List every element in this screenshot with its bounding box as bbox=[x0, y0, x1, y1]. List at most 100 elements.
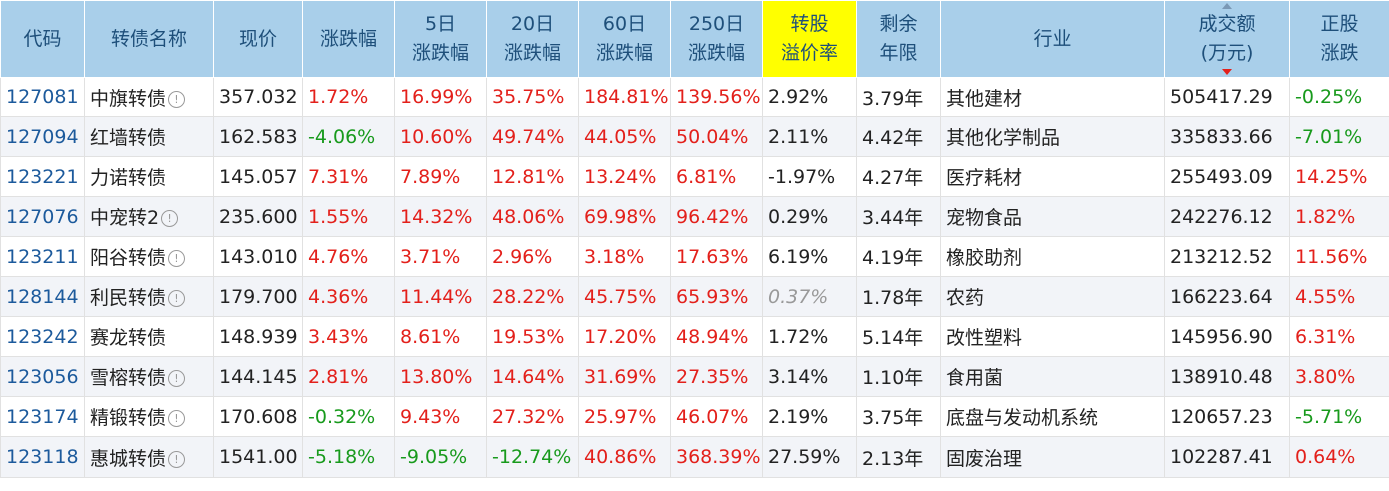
cell-code[interactable]: 127076 bbox=[0, 196, 85, 237]
cell-chg5: 8.61% bbox=[394, 316, 487, 357]
table-row[interactable]: 128144 利民转债! 179.700 4.36% 11.44% 28.22% 45.75… bbox=[0, 276, 1389, 317]
cell-chg60: 184.81% bbox=[578, 77, 671, 117]
column-header-chg20[interactable]: 20日 涨跌幅 bbox=[486, 0, 579, 78]
column-header-chg60[interactable]: 60日 涨跌幅 bbox=[578, 0, 671, 78]
bond-name-link[interactable]: 惠城转债 bbox=[90, 447, 167, 470]
cell-volume: 166223.64 bbox=[1164, 276, 1290, 317]
info-icon[interactable]: ! bbox=[161, 210, 179, 227]
bond-name-link[interactable]: 力诺转债 bbox=[90, 167, 167, 189]
cell-name[interactable]: 赛龙转债 bbox=[84, 316, 214, 357]
column-header-volume[interactable]: 成交额 (万元) bbox=[1164, 0, 1290, 78]
cell-code[interactable]: 128144 bbox=[0, 276, 85, 317]
cell-code[interactable]: 123211 bbox=[0, 236, 85, 277]
cell-chg: 4.76% bbox=[302, 236, 395, 277]
cell-value: 120657.23 bbox=[1170, 405, 1273, 428]
table-row[interactable]: 127081 中旗转债! 357.032 1.72% 16.99% 35.75% 184.8… bbox=[0, 77, 1389, 117]
cell-value: 35.75% bbox=[492, 86, 565, 108]
cell-value: 162.583 bbox=[219, 125, 298, 148]
table-row[interactable]: 123056 雪榕转债! 144.145 2.81% 13.80% 14.64% 31.69… bbox=[0, 356, 1389, 397]
cell-chg5: 3.71% bbox=[394, 236, 487, 277]
cell-value: 0.37% bbox=[768, 285, 829, 308]
cell-value: -4.06% bbox=[308, 125, 376, 148]
column-header-years[interactable]: 剩余 年限 bbox=[856, 0, 941, 78]
cell-value: 14.64% bbox=[492, 365, 565, 388]
cell-chg250: 27.35% bbox=[670, 356, 763, 397]
column-header-stock_chg[interactable]: 正股 涨跌 bbox=[1289, 0, 1389, 78]
bond-code-link[interactable]: 127094 bbox=[6, 125, 79, 148]
cell-chg60: 45.75% bbox=[578, 276, 671, 317]
cell-code[interactable]: 123242 bbox=[0, 316, 85, 357]
bond-name-link[interactable]: 中旗转债 bbox=[90, 87, 167, 110]
cell-name[interactable]: 力诺转债 bbox=[84, 156, 214, 197]
info-icon[interactable]: ! bbox=[168, 290, 186, 307]
column-header-label: 60日 涨跌幅 bbox=[595, 13, 653, 64]
bond-code-link[interactable]: 123056 bbox=[6, 365, 79, 388]
column-header-code[interactable]: 代码 bbox=[0, 0, 85, 78]
cell-code[interactable]: 123118 bbox=[0, 436, 85, 478]
bond-name-link[interactable]: 赛龙转债 bbox=[90, 327, 167, 349]
cell-chg250: 50.04% bbox=[670, 116, 763, 157]
cell-name[interactable]: 阳谷转债! bbox=[84, 236, 214, 277]
table-row[interactable]: 127094 红墙转债 162.583 -4.06% 10.60% 49.74% 44.05… bbox=[0, 116, 1389, 157]
bond-name-link[interactable]: 中宠转2 bbox=[90, 207, 160, 229]
table-row[interactable]: 123242 赛龙转债 148.939 3.43% 8.61% 19.53% 17.20% 4… bbox=[0, 316, 1389, 357]
info-icon[interactable]: ! bbox=[168, 410, 186, 427]
cell-value: 3.75年 bbox=[862, 407, 924, 429]
cell-value: 4.27年 bbox=[862, 167, 924, 189]
table-row[interactable]: 123174 精锻转债! 170.608 -0.32% 9.43% 27.32% 25.97… bbox=[0, 396, 1389, 437]
bond-name-link[interactable]: 雪榕转债 bbox=[90, 367, 167, 389]
cell-value: 255493.09 bbox=[1170, 165, 1273, 188]
column-header-premium[interactable]: 转股 溢价率 bbox=[762, 0, 857, 78]
bond-code-link[interactable]: 127076 bbox=[6, 205, 79, 228]
cell-name[interactable]: 雪榕转债! bbox=[84, 356, 214, 397]
bond-code-link[interactable]: 123242 bbox=[6, 325, 79, 348]
bond-name-link[interactable]: 利民转债 bbox=[90, 287, 167, 309]
cell-stock_chg: -5.71% bbox=[1289, 396, 1389, 437]
bond-code-link[interactable]: 128144 bbox=[6, 285, 79, 308]
info-icon[interactable]: ! bbox=[168, 450, 186, 468]
cell-chg5: 7.89% bbox=[394, 156, 487, 197]
cell-name[interactable]: 中旗转债! bbox=[84, 77, 214, 117]
column-header-chg5[interactable]: 5日 涨跌幅 bbox=[394, 0, 487, 78]
cell-code[interactable]: 127094 bbox=[0, 116, 85, 157]
info-icon[interactable]: ! bbox=[168, 250, 186, 267]
bond-name-link[interactable]: 阳谷转债 bbox=[90, 247, 167, 269]
cell-chg60: 13.24% bbox=[578, 156, 671, 197]
column-header-name[interactable]: 转债名称 bbox=[84, 0, 214, 78]
cell-code[interactable]: 123221 bbox=[0, 156, 85, 197]
column-header-chg[interactable]: 涨跌幅 bbox=[302, 0, 395, 78]
bond-name-link[interactable]: 精锻转债 bbox=[90, 407, 167, 429]
table-row[interactable]: 123221 力诺转债 145.057 7.31% 7.89% 12.81% 13.24% 6… bbox=[0, 156, 1389, 197]
cell-value: 底盘与发动机系统 bbox=[946, 407, 1099, 429]
cell-value: 145956.90 bbox=[1170, 325, 1273, 348]
cell-chg5: 14.32% bbox=[394, 196, 487, 237]
cell-value: 2.13年 bbox=[862, 447, 924, 470]
cell-code[interactable]: 123056 bbox=[0, 356, 85, 397]
cell-name[interactable]: 精锻转债! bbox=[84, 396, 214, 437]
table-row[interactable]: 123211 阳谷转债! 143.010 4.76% 3.71% 2.96% 3.18% 17… bbox=[0, 236, 1389, 277]
sort-descending-icon[interactable] bbox=[1222, 69, 1232, 75]
cell-name[interactable]: 利民转债! bbox=[84, 276, 214, 317]
cell-name[interactable]: 红墙转债 bbox=[84, 116, 214, 157]
info-icon[interactable]: ! bbox=[168, 370, 186, 387]
cell-premium: 0.37% bbox=[762, 276, 857, 317]
column-header-chg250[interactable]: 250日 涨跌幅 bbox=[670, 0, 763, 78]
column-header-industry[interactable]: 行业 bbox=[940, 0, 1165, 78]
bond-code-link[interactable]: 123211 bbox=[6, 245, 79, 268]
column-header-price[interactable]: 现价 bbox=[213, 0, 303, 78]
cell-price: 144.145 bbox=[213, 356, 303, 397]
bond-code-link[interactable]: 123174 bbox=[6, 405, 79, 428]
cell-code[interactable]: 127081 bbox=[0, 77, 85, 117]
cell-name[interactable]: 惠城转债! bbox=[84, 436, 214, 478]
bond-code-link[interactable]: 127081 bbox=[6, 86, 79, 108]
bond-code-link[interactable]: 123118 bbox=[6, 446, 79, 468]
cell-chg: 2.81% bbox=[302, 356, 395, 397]
sort-ascending-icon[interactable] bbox=[1222, 3, 1232, 9]
info-icon[interactable]: ! bbox=[168, 90, 186, 108]
bond-code-link[interactable]: 123221 bbox=[6, 165, 79, 188]
table-row[interactable]: 123118 惠城转债! 1541.00 -5.18% -9.05% -12.74% 40.… bbox=[0, 436, 1389, 478]
cell-name[interactable]: 中宠转2! bbox=[84, 196, 214, 237]
table-row[interactable]: 127076 中宠转2! 235.600 1.55% 14.32% 48.06% 69.98… bbox=[0, 196, 1389, 237]
bond-name-link[interactable]: 红墙转债 bbox=[90, 127, 167, 149]
cell-code[interactable]: 123174 bbox=[0, 396, 85, 437]
